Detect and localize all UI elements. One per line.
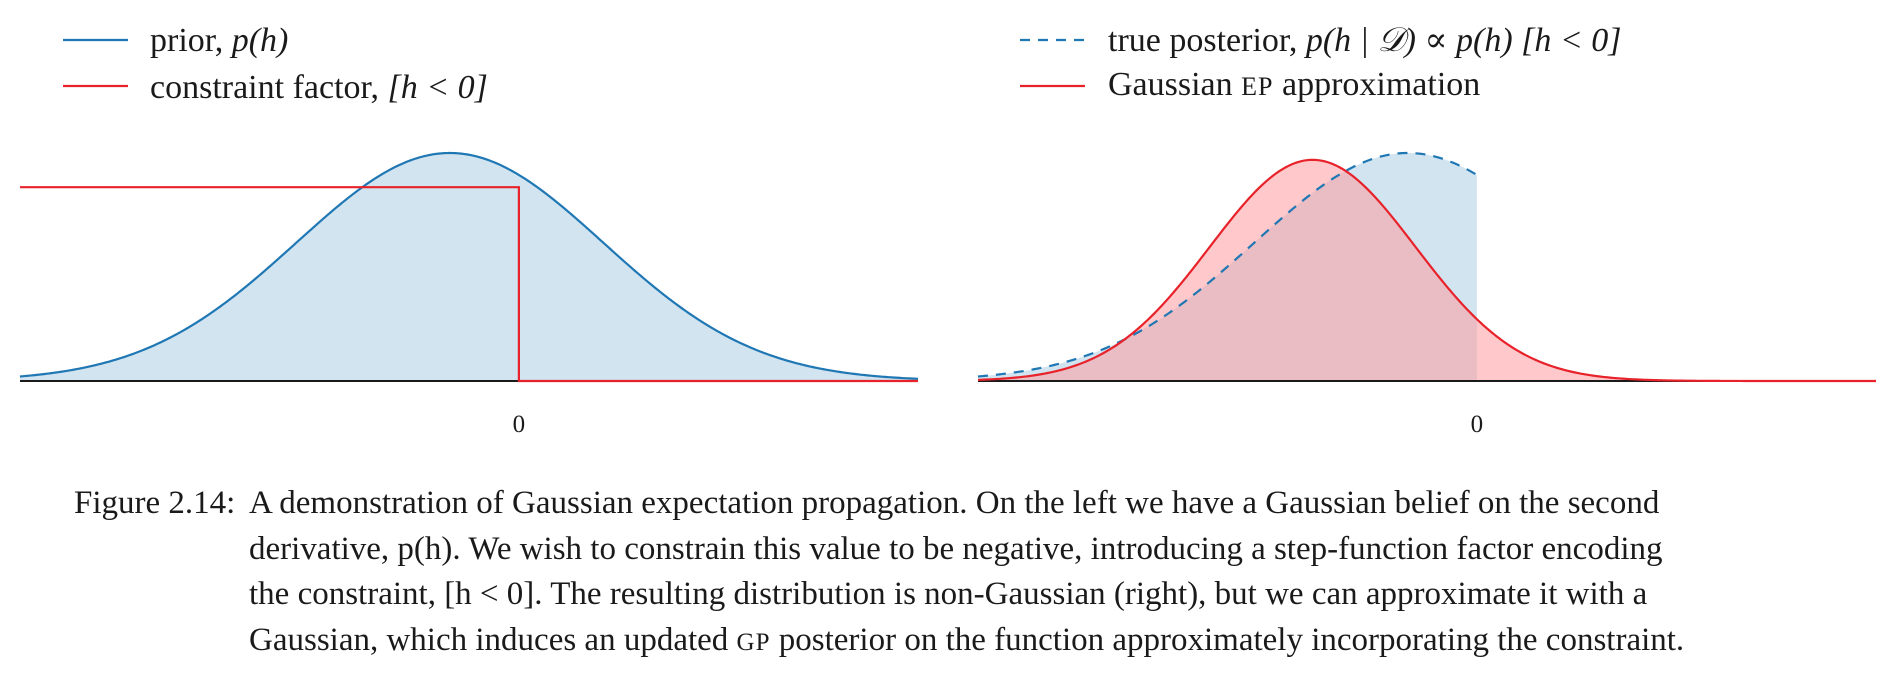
figure: prior, p(h) constraint factor, [h < 0] t… bbox=[19, 22, 1876, 438]
legend-right: true posterior, p(h | 𝒟) ∝ p(h) [h < 0] … bbox=[1020, 22, 1622, 103]
x-tick-label-zero-left: 0 bbox=[513, 411, 526, 438]
x-tick-label-zero-right: 0 bbox=[1471, 411, 1484, 438]
constraint-step bbox=[20, 186, 918, 383]
posterior-curve bbox=[977, 151, 1478, 378]
legend-left: prior, p(h) constraint factor, [h < 0] bbox=[63, 22, 488, 106]
ep-curve bbox=[977, 158, 1876, 383]
caption-line-3: the constraint, [h < 0]. The resulting d… bbox=[249, 576, 1648, 612]
legend-label-constraint: constraint factor, [h < 0] bbox=[150, 69, 488, 106]
caption-label: Figure 2.14: bbox=[74, 485, 236, 521]
legend-label-posterior: true posterior, p(h | 𝒟) ∝ p(h) [h < 0] bbox=[1108, 22, 1622, 59]
panel-left: 0 bbox=[19, 151, 919, 438]
panel-right: 0 bbox=[977, 151, 1876, 438]
legend-label-ep: Gaussian EP approximation bbox=[1108, 66, 1480, 103]
caption-line-1: A demonstration of Gaussian expectation … bbox=[249, 485, 1660, 521]
caption-line-2: derivative, p(h). We wish to constrain t… bbox=[249, 530, 1663, 567]
prior-curve bbox=[19, 151, 919, 380]
ep-fill bbox=[978, 159, 1876, 381]
caption-line-4: Gaussian, which induces an updated GP po… bbox=[249, 621, 1685, 658]
legend-label-prior: prior, p(h) bbox=[150, 22, 288, 59]
prior-fill bbox=[20, 153, 918, 381]
